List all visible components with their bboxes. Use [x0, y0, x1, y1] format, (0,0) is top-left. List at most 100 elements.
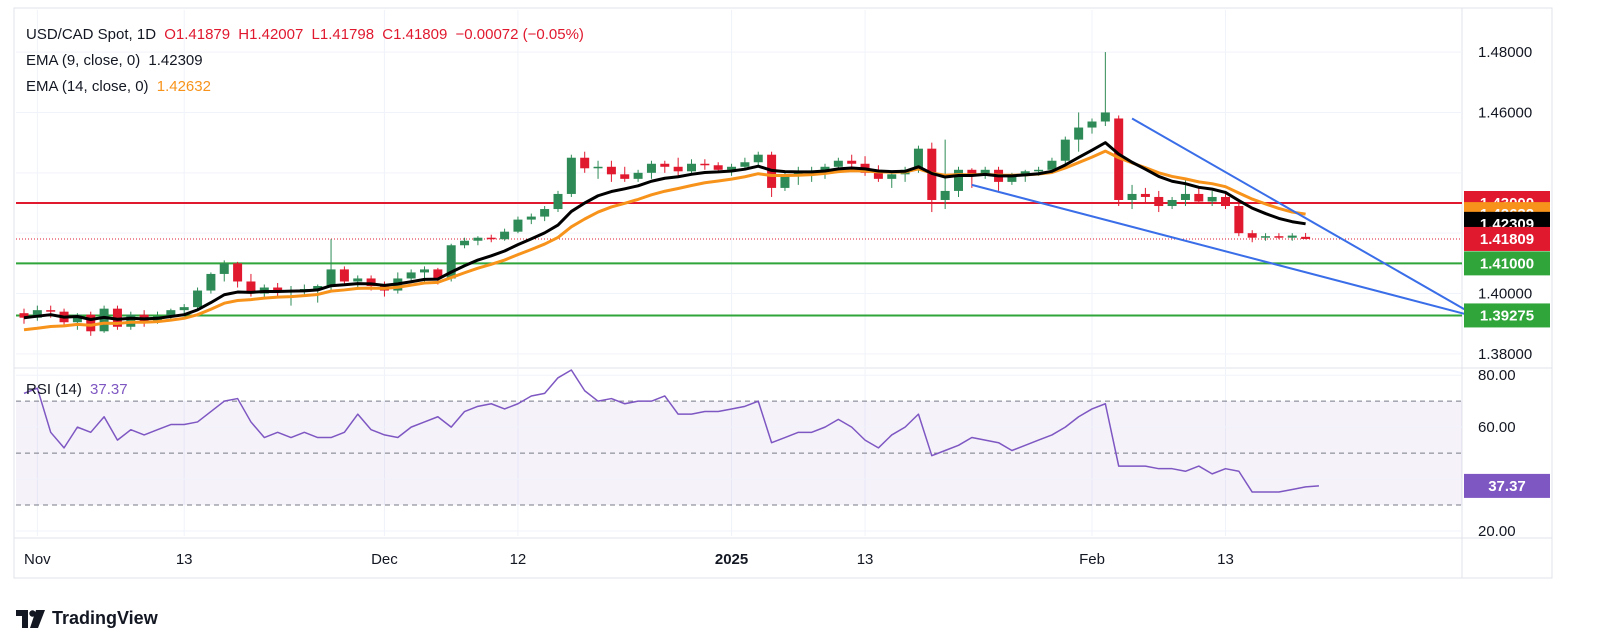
time-tick-label: 13	[857, 551, 874, 568]
change-value: −0.00072 (−0.05%)	[455, 26, 584, 43]
time-tick-label: 13	[176, 551, 193, 568]
candle-body	[1127, 193, 1137, 200]
time-tick-label: Nov	[24, 551, 51, 568]
candle-body	[446, 245, 456, 279]
candle-body	[99, 308, 109, 332]
candle-body	[219, 263, 229, 274]
tradingview-logo-icon	[16, 609, 45, 628]
rsi-tick-label: 60.00	[1478, 419, 1516, 436]
candle-body	[646, 163, 656, 173]
rsi-tick-label: 80.00	[1478, 367, 1516, 384]
candle-body	[326, 269, 336, 287]
candle-body	[873, 172, 883, 179]
legend-rsi: RSI (14) 37.37	[26, 381, 132, 398]
legend-ohlc: USD/CAD Spot, 1D O1.41879 H1.42007 L1.41…	[26, 26, 588, 43]
candle-body	[72, 314, 82, 323]
candle-body	[673, 166, 683, 172]
candle-body	[406, 272, 416, 279]
candle-body	[1261, 236, 1271, 238]
candle-body	[1047, 160, 1057, 170]
candle-body	[580, 157, 590, 169]
ema9-label: EMA (9, close, 0)	[26, 52, 141, 69]
ema14-value: 1.42632	[156, 78, 211, 95]
candle-body	[179, 307, 189, 311]
price-tag-label: 1.41809	[1480, 231, 1534, 248]
rsi-line	[23, 369, 1320, 493]
time-tick-label: 12	[510, 551, 527, 568]
candle-body	[980, 169, 990, 176]
open-value: O1.41879	[164, 26, 231, 43]
candle-body	[513, 219, 523, 232]
ema14-line	[23, 149, 1306, 332]
candle-body	[593, 166, 603, 169]
candle-body	[1167, 199, 1177, 207]
ema14-label: EMA (14, close, 0)	[26, 78, 149, 95]
candle-body	[1060, 139, 1070, 161]
candle-body	[833, 160, 843, 167]
legend-ema14: EMA (14, close, 0) 1.42632	[26, 78, 215, 95]
candle-body	[700, 163, 710, 166]
candle-body	[1034, 169, 1044, 172]
candle-body	[913, 148, 923, 170]
candle-body	[954, 169, 963, 191]
candle-body	[273, 287, 283, 293]
candle-body	[780, 175, 790, 188]
candle-body	[486, 237, 496, 240]
candle-body	[1234, 206, 1244, 234]
candle-body	[540, 209, 550, 217]
candle-body	[206, 273, 216, 291]
price-tick-label: 1.40000	[1478, 286, 1532, 303]
price-tag-label: 1.41000	[1480, 255, 1534, 272]
price-tag	[1464, 303, 1550, 328]
price-tag	[1464, 226, 1550, 251]
candle-body	[1100, 112, 1110, 122]
candle-body	[566, 157, 576, 194]
candle-body	[473, 237, 483, 241]
candle-body	[193, 290, 203, 308]
candle-body	[420, 269, 429, 273]
price-tag-label: 1.39275	[1480, 307, 1534, 324]
rsi-tick-label: 20.00	[1478, 523, 1516, 540]
candle-body	[633, 172, 643, 179]
rsi-tag	[1464, 473, 1550, 498]
tradingview-logo[interactable]: TradingView	[16, 608, 158, 629]
brand-label: TradingView	[52, 608, 158, 628]
candle-body	[1074, 127, 1084, 140]
candle-body	[86, 314, 96, 332]
candle-body	[1194, 193, 1204, 202]
candle-body	[620, 174, 630, 179]
price-tag	[1464, 251, 1550, 276]
candle-body	[887, 174, 897, 179]
candle-body	[313, 286, 323, 290]
rsi-value: 37.37	[90, 381, 128, 398]
ema9-line	[23, 141, 1306, 322]
candle-body	[1154, 196, 1164, 207]
candle-body	[126, 314, 136, 327]
candle-body	[660, 163, 670, 167]
candle-body	[366, 278, 376, 287]
candle-body	[1287, 235, 1297, 238]
ema9-value: 1.42309	[148, 52, 203, 69]
symbol-label: USD/CAD Spot, 1D	[26, 26, 157, 43]
candle-body	[1221, 196, 1230, 207]
candle-body	[847, 160, 857, 164]
candle-body	[1207, 196, 1217, 202]
candle-body	[46, 310, 56, 312]
time-tick-label: 2025	[715, 551, 748, 568]
chart-frame	[13, 7, 1553, 579]
time-tick-label: Dec	[371, 551, 398, 568]
candle-body	[1274, 236, 1284, 238]
legend-ema9: EMA (9, close, 0) 1.42309	[26, 52, 207, 69]
candle-body	[526, 216, 536, 220]
price-tick-label: 1.38000	[1478, 346, 1532, 363]
time-tick-label: 13	[1217, 551, 1234, 568]
candle-body	[353, 278, 363, 282]
candle-body	[606, 166, 616, 175]
candle-body	[32, 310, 42, 318]
trendline	[1131, 117, 1480, 319]
candle-body	[433, 269, 443, 279]
candle-body	[19, 313, 29, 318]
candle-body	[1180, 193, 1190, 200]
candle-body	[166, 310, 176, 317]
trendline	[971, 183, 1480, 319]
